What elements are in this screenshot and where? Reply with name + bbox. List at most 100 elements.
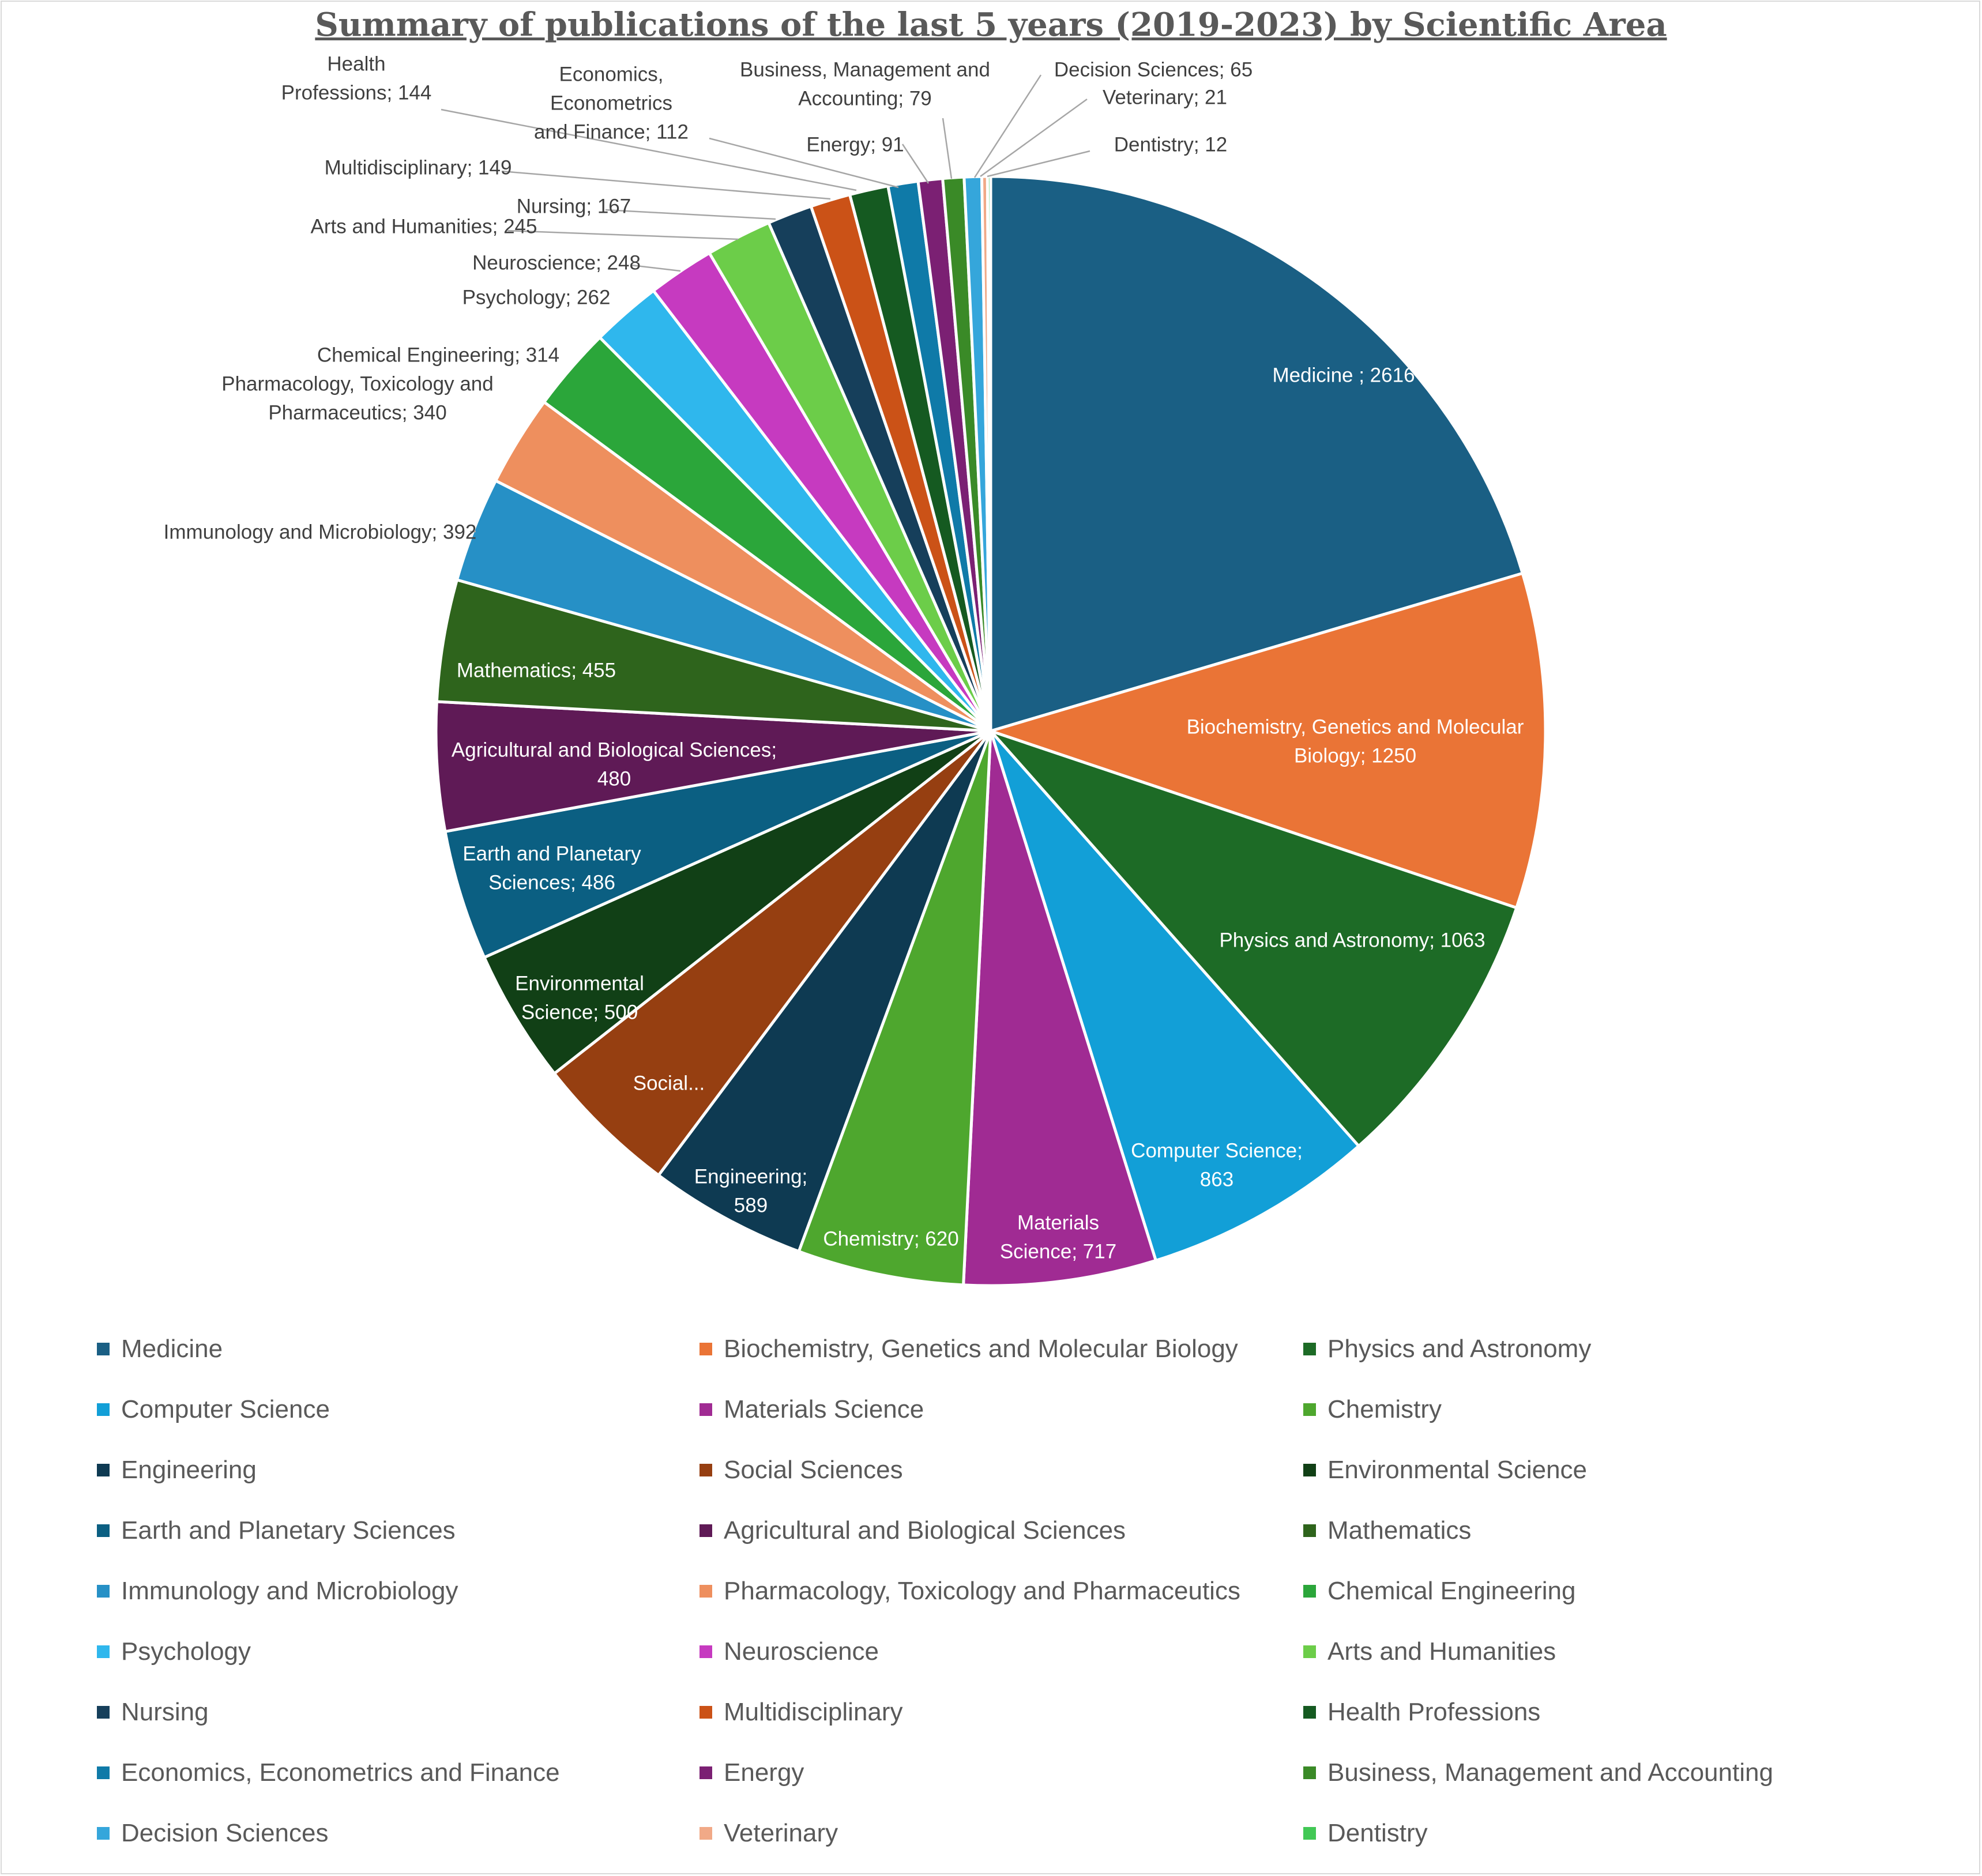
pie-slice xyxy=(797,729,992,1287)
pie-slice xyxy=(657,729,992,1253)
pie-chart: Medicine ; 2616 Biochemistry, Genetics an… xyxy=(163,52,1547,1287)
legend-item: Chemical Engineering xyxy=(1303,1568,1575,1614)
slice-label: Veterinary; 21 xyxy=(1103,86,1227,108)
legend-swatch xyxy=(97,1766,110,1779)
legend-swatch xyxy=(1303,1706,1316,1719)
leader-lines xyxy=(441,74,1090,533)
legend-label: Dentistry xyxy=(1327,1819,1428,1847)
slice-label: Environmental Science; 500 xyxy=(515,972,644,1023)
legend-label: Physics and Astronomy xyxy=(1327,1335,1592,1363)
legend-item: Environmental Science xyxy=(1303,1447,1587,1493)
slice-label: Biochemistry, Genetics and Molecular Biol… xyxy=(1187,715,1524,767)
legend-item: Energy xyxy=(699,1750,804,1796)
legend-item: Engineering xyxy=(97,1447,257,1493)
legend-swatch xyxy=(97,1645,110,1658)
leader-line xyxy=(501,170,831,200)
legend-item: Economics, Econometrics and Finance xyxy=(97,1750,560,1796)
legend-label: Business, Management and Accounting xyxy=(1327,1758,1773,1787)
legend-item: Mathematics xyxy=(1303,1508,1471,1554)
slice-label: Multidisciplinary; 149 xyxy=(325,156,512,179)
legend-label: Economics, Econometrics and Finance xyxy=(121,1758,560,1787)
legend-item: Biochemistry, Genetics and Molecular Bio… xyxy=(699,1326,1238,1372)
legend-label: Agricultural and Biological Sciences xyxy=(724,1516,1126,1545)
pie-slice xyxy=(989,175,1524,733)
slice-label: Psychology; 262 xyxy=(462,286,611,308)
legend-label: Immunology and Microbiology xyxy=(121,1577,458,1605)
legend-item: Nursing xyxy=(97,1689,209,1735)
leader-line xyxy=(973,74,1042,178)
legend-item: Computer Science xyxy=(97,1387,330,1433)
legend-swatch xyxy=(1303,1827,1316,1840)
legend: Medicine Biochemistry, Genetics and Molec… xyxy=(97,1326,1942,1856)
slice-label: Immunology and Microbiology; 392 xyxy=(164,521,477,543)
legend-label: Chemical Engineering xyxy=(1327,1577,1576,1605)
pie-slice xyxy=(552,729,992,1177)
legend-label: Earth and Planetary Sciences xyxy=(121,1516,456,1545)
slice-label: Agricultural and Biological Sciences; 480 xyxy=(452,739,777,790)
legend-label: Medicine xyxy=(121,1335,223,1363)
legend-swatch xyxy=(699,1403,712,1416)
leader-line xyxy=(631,264,681,272)
legend-item: Agricultural and Biological Sciences xyxy=(699,1508,1126,1554)
leader-line xyxy=(987,150,1090,178)
legend-swatch xyxy=(97,1585,110,1598)
slice-label: Pharmacology, Toxicology and Pharmaceutic… xyxy=(221,372,493,424)
legend-item: Decision Sciences xyxy=(97,1810,329,1856)
legend-swatch xyxy=(97,1706,110,1719)
leader-line xyxy=(980,98,1088,178)
slice-label: Arts and Humanities; 245 xyxy=(311,215,537,238)
legend-item: Materials Science xyxy=(699,1387,924,1433)
slice-label: Dentistry; 12 xyxy=(1114,133,1227,156)
legend-label: Energy xyxy=(724,1758,804,1787)
slice-label: Engineering; 589 xyxy=(694,1165,808,1216)
legend-item: Veterinary xyxy=(699,1810,838,1856)
legend-label: Chemistry xyxy=(1327,1395,1442,1423)
legend-label: Psychology xyxy=(121,1637,251,1666)
pie-slice xyxy=(989,729,1518,1148)
slice-labels: Medicine ; 2616 Biochemistry, Genetics an… xyxy=(164,52,1524,1263)
legend-swatch xyxy=(97,1827,110,1840)
legend-item: Chemistry xyxy=(1303,1387,1442,1433)
legend-item: Psychology xyxy=(97,1629,251,1675)
slice-label: Chemical Engineering; 314 xyxy=(317,344,559,366)
leader-line xyxy=(441,108,857,191)
legend-swatch xyxy=(1303,1343,1316,1355)
legend-swatch xyxy=(699,1645,712,1658)
legend-label: Social Sciences xyxy=(724,1456,903,1484)
leader-line xyxy=(605,209,776,220)
legend-swatch xyxy=(97,1403,110,1416)
slice-label: Earth and Planetary Sciences; 486 xyxy=(462,842,641,894)
slice-label: Economics, Econometrics and Finance; 112 xyxy=(534,63,689,143)
legend-swatch xyxy=(699,1524,712,1537)
legend-item: Immunology and Microbiology xyxy=(97,1568,458,1614)
leader-line xyxy=(709,137,899,189)
legend-label: Engineering xyxy=(121,1456,257,1484)
pie-slice xyxy=(989,571,1547,910)
pie-slice xyxy=(989,729,1360,1262)
legend-label: Mathematics xyxy=(1327,1516,1472,1545)
slice-label: Physics and Astronomy; 1063 xyxy=(1219,929,1485,951)
legend-swatch xyxy=(699,1585,712,1598)
slice-label: Energy; 91 xyxy=(806,133,904,156)
legend-label: Neuroscience xyxy=(724,1637,879,1666)
legend-label: Multidisciplinary xyxy=(724,1698,903,1726)
chart-title: Summary of publications of the last 5 ye… xyxy=(315,6,1667,44)
legend-swatch xyxy=(699,1343,712,1355)
legend-swatch xyxy=(1303,1645,1316,1658)
leader-line xyxy=(942,118,953,179)
legend-label: Biochemistry, Genetics and Molecular Bio… xyxy=(724,1335,1238,1363)
leader-line xyxy=(901,144,930,184)
legend-label: Health Professions xyxy=(1327,1698,1541,1726)
slice-label: Computer Science; 863 xyxy=(1131,1139,1303,1191)
legend-label: Environmental Science xyxy=(1327,1456,1588,1484)
legend-swatch xyxy=(1303,1766,1316,1779)
legend-swatch xyxy=(1303,1464,1316,1476)
pie-slice xyxy=(483,729,992,1075)
legend-swatch xyxy=(97,1464,110,1476)
legend-item: Health Professions xyxy=(1303,1689,1540,1735)
legend-label: Decision Sciences xyxy=(121,1819,329,1847)
slice-label: Health Professions; 144 xyxy=(281,52,432,104)
legend-item: Neuroscience xyxy=(699,1629,879,1675)
leader-line xyxy=(507,229,739,240)
legend-item: Social Sciences xyxy=(699,1447,903,1493)
